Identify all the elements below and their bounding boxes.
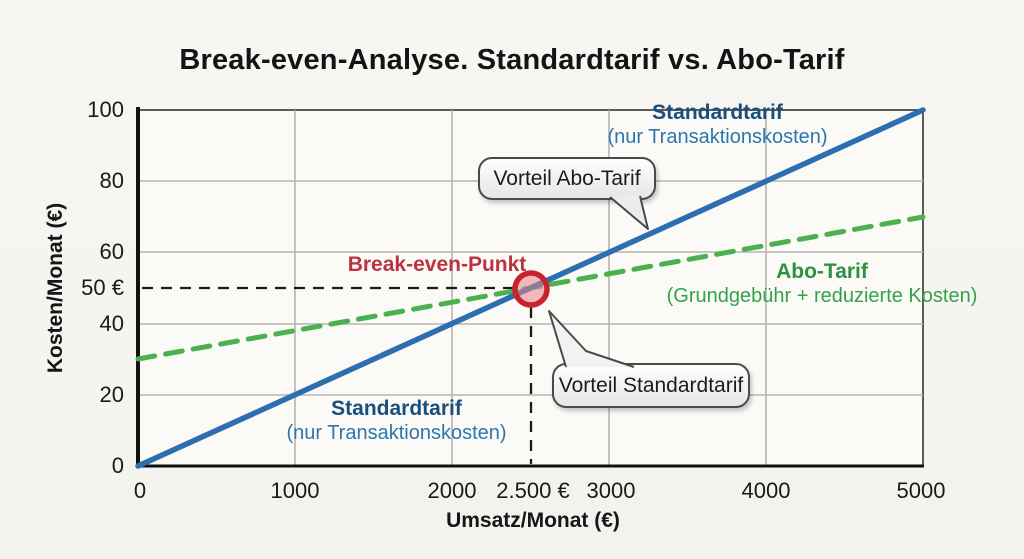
y-tick-40: 40 bbox=[99, 311, 124, 336]
y-tick-0: 0 bbox=[111, 453, 124, 478]
annotation-vorteil-abo-tarif: Vorteil Abo-Tarif bbox=[493, 166, 641, 190]
y-tick-50-euro: 50 € bbox=[81, 275, 124, 300]
x-tick-1000: 1000 bbox=[270, 478, 320, 503]
x-tick-3000: 3000 bbox=[586, 478, 636, 503]
y-tick-100: 100 bbox=[87, 97, 124, 122]
standardtarif-subtitle: (nur Transaktionskosten) bbox=[286, 422, 507, 444]
x-axis-title: Umsatz/Monat (€) bbox=[446, 509, 620, 532]
x-tick-4000: 4000 bbox=[741, 478, 791, 503]
abo-tarif-subtitle: (Grundgebühr + reduzierte Kosten) bbox=[666, 285, 978, 307]
y-tick-20: 20 bbox=[99, 382, 124, 407]
standardtarif-label-top: Standardtarif (nur Transaktionskosten) bbox=[595, 101, 840, 149]
x-tick-2500-euro: 2.500 € bbox=[496, 478, 570, 503]
y-tick-60: 60 bbox=[99, 239, 124, 264]
break-even-label: Break-even-Punkt bbox=[347, 253, 527, 276]
x-tick-2000: 2000 bbox=[427, 478, 477, 503]
standardtarif-name: Standardtarif bbox=[331, 397, 462, 420]
standardtarif-name: Standardtarif bbox=[652, 101, 783, 124]
y-tick-80: 80 bbox=[99, 168, 124, 193]
abo-tarif-label: Abo-Tarif (Grundgebühr + reduzierte Kost… bbox=[657, 260, 987, 308]
x-tick-5000: 5000 bbox=[896, 478, 946, 503]
abo-tarif-name: Abo-Tarif bbox=[776, 260, 868, 283]
annotation-vorteil-standardtarif: Vorteil Standardtarif bbox=[558, 373, 744, 397]
y-axis-title: Kosten/Monat (€) bbox=[44, 202, 67, 374]
break-even-marker bbox=[512, 270, 550, 308]
callout-vorteil-abo bbox=[478, 157, 656, 230]
chart-title: Break-even-Analyse. Standardtarif vs. Ab… bbox=[179, 44, 845, 76]
x-tick-0: 0 bbox=[133, 478, 147, 503]
standardtarif-label-bottom: Standardtarif (nur Transaktionskosten) bbox=[274, 397, 519, 445]
callout-vorteil-standard bbox=[548, 310, 750, 408]
standardtarif-subtitle: (nur Transaktionskosten) bbox=[607, 126, 828, 148]
